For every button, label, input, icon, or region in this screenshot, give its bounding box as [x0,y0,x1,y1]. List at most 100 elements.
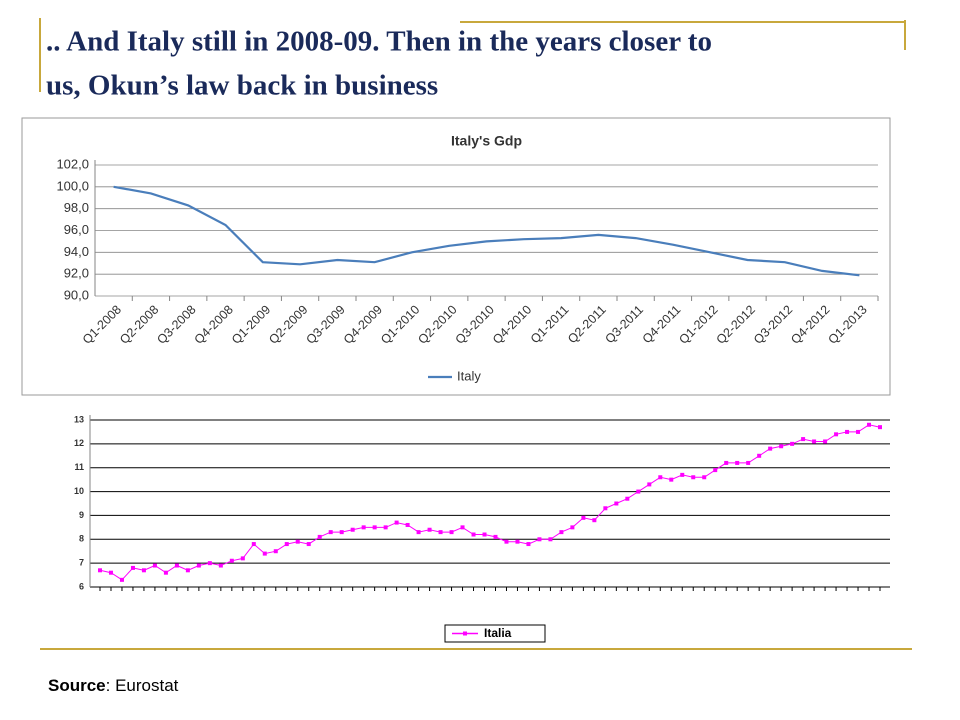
marker [471,532,476,537]
legend-box [444,624,546,643]
marker [284,542,289,547]
marker [757,453,762,458]
marker [251,542,256,547]
marker [647,482,652,487]
marker [350,527,355,532]
marker [339,530,344,535]
marker [394,520,399,525]
marker [328,530,333,535]
marker [504,539,509,544]
marker [779,444,784,449]
title-line: us, Okun’s law back in business [46,70,438,102]
marker [119,577,124,582]
marker [273,549,278,554]
y-tick-label: 12 [74,438,84,448]
marker [405,522,410,527]
series-line [99,424,881,581]
marker [185,568,190,573]
y-tick-label: 8 [79,534,84,544]
marker [636,489,641,494]
marker [735,460,740,465]
y-tick-label: 6 [79,581,84,591]
marker [416,530,421,535]
y-tick-label: 10 [74,486,84,496]
marker [174,563,179,568]
marker [790,441,795,446]
marker [218,563,223,568]
marker [207,561,212,566]
y-tick-label: 102,0 [56,156,89,171]
y-tick-label: 92,0 [64,266,89,281]
marker [383,525,388,530]
y-tick-label: 11 [74,462,84,472]
marker [493,534,498,539]
marker [152,563,157,568]
marker [603,506,608,511]
marker [130,565,135,570]
marker [427,527,432,532]
marker [614,501,619,506]
source-text: : Eurostat [106,676,179,695]
marker [625,496,630,501]
y-tick-label: 98,0 [64,200,89,215]
marker [823,439,828,444]
marker [867,422,872,427]
marker [196,563,201,568]
marker [834,432,839,437]
marker [108,570,113,575]
marker [724,460,729,465]
marker [372,525,377,530]
marker [163,570,168,575]
marker [98,568,102,573]
marker [570,525,575,530]
y-tick-label: 100,0 [56,178,89,193]
marker [691,475,696,480]
marker [592,518,597,523]
marker [548,537,553,542]
marker [669,477,674,482]
marker [581,515,586,520]
series-line [113,185,860,277]
source: Source: Eurostat [48,676,179,695]
legend-marker [463,631,467,636]
legend-label: Italia [484,626,512,640]
marker [845,429,850,434]
marker [680,472,685,477]
marker [229,558,234,563]
marker [361,525,366,530]
y-tick-label: 9 [79,510,84,520]
y-tick-label: 13 [74,414,84,424]
marker [317,534,322,539]
y-tick-label: 7 [79,558,84,568]
marker [449,530,454,535]
marker [702,475,707,480]
marker [460,525,465,530]
marker [746,460,751,465]
marker [658,475,663,480]
marker [240,556,245,561]
marker [878,425,882,430]
chart-frame [21,117,891,396]
y-tick-label: 90,0 [64,287,89,302]
marker [713,468,718,473]
marker [262,551,267,556]
marker [482,532,487,537]
chart-title: Italy's Gdp [451,133,522,149]
marker [306,542,311,547]
y-tick-label: 94,0 [64,244,89,259]
y-tick-label: 96,0 [64,222,89,237]
marker [768,446,773,451]
marker [559,530,564,535]
marker [812,439,817,444]
title-line: .. And Italy still in 2008-09. Then in t… [46,26,712,58]
source-label: Source [48,676,106,695]
marker [295,539,300,544]
marker [537,537,542,542]
marker [801,437,806,442]
legend-label: Italy [457,368,481,383]
marker [515,539,520,544]
marker [141,568,146,573]
marker [526,542,531,547]
marker [856,429,861,434]
